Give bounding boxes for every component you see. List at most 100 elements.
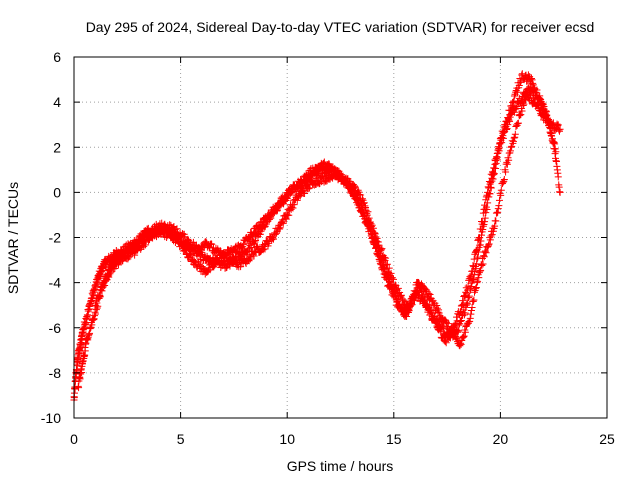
data-point-interp — [472, 285, 480, 293]
data-point-interp — [461, 328, 469, 336]
data-point-interp — [479, 260, 487, 268]
data-point-interp — [269, 210, 277, 218]
data-point-interp — [469, 262, 477, 270]
data-point-interp — [509, 98, 517, 106]
data-point-interp — [426, 306, 434, 314]
data-point-interp — [545, 119, 553, 127]
data-point-interp — [507, 106, 515, 114]
data-point-interp — [467, 271, 475, 279]
data-point-interp — [379, 258, 387, 266]
data-point-interp — [546, 125, 554, 133]
data-point-interp — [487, 232, 495, 240]
data-point-interp — [283, 194, 291, 202]
data-point-interp — [474, 253, 482, 261]
data-point-interp — [141, 230, 149, 238]
data-point-interp — [554, 122, 562, 130]
data-point-interp — [505, 156, 513, 164]
data-point-interp — [183, 240, 191, 248]
data-point-interp — [361, 212, 369, 220]
data-point-interp — [327, 173, 335, 181]
data-point-interp — [497, 186, 505, 194]
data-point-interp — [548, 132, 556, 140]
data-point-interp — [456, 318, 464, 326]
data-point-interp — [542, 112, 550, 120]
data-point-interp — [457, 302, 465, 310]
data-point-interp — [473, 245, 481, 253]
data-point-interp — [273, 207, 281, 215]
data-point-interp — [416, 283, 424, 291]
data-point-interp — [276, 224, 284, 232]
data-point-interp — [341, 175, 349, 183]
data-point-interp — [259, 241, 267, 249]
data-point-interp — [497, 191, 505, 199]
data-point-interp — [398, 303, 406, 311]
data-point-interp — [406, 302, 414, 310]
data-point-interp — [511, 130, 519, 138]
data-point-interp — [409, 295, 417, 303]
data-point-interp — [208, 240, 216, 248]
data-point-interp — [98, 287, 106, 295]
data-point-interp — [485, 240, 493, 248]
data-point-interp — [493, 209, 501, 217]
data-point-interp — [293, 196, 301, 204]
data-point-interp — [491, 156, 499, 164]
data-point-interp — [551, 140, 559, 148]
y-tick-label: 6 — [53, 49, 61, 65]
data-point-interp — [521, 95, 529, 103]
data-point-interp — [418, 288, 426, 296]
y-tick-label: 2 — [53, 139, 61, 155]
data-point-interp — [299, 188, 307, 196]
data-point-interp — [467, 306, 475, 314]
data-point-interp — [358, 205, 366, 213]
data-point-interp — [435, 306, 443, 314]
data-point-interp — [313, 174, 321, 182]
data-point-interp — [433, 304, 441, 312]
data-point-interp — [500, 177, 508, 185]
data-point-interp — [258, 244, 266, 252]
data-point-interp — [276, 201, 284, 209]
data-point-interp — [393, 297, 401, 305]
data-point-interp — [142, 241, 150, 249]
data-point-interp — [520, 94, 528, 102]
y-tick-label: -2 — [49, 230, 62, 246]
data-point-interp — [487, 179, 495, 187]
data-point-interp — [481, 248, 489, 256]
data-point-interp — [517, 111, 525, 119]
data-point-interp — [448, 329, 456, 337]
data-point-interp — [482, 193, 490, 201]
data-point-interp — [289, 204, 297, 212]
data-point-interp — [386, 278, 394, 286]
data-point-interp — [259, 219, 267, 227]
data-point-interp — [529, 79, 537, 87]
data-point-interp — [492, 217, 500, 225]
y-tick-label: 0 — [53, 184, 61, 200]
data-point-interp — [477, 225, 485, 233]
data-point-interp — [402, 308, 410, 316]
data-point-interp — [387, 282, 395, 290]
x-axis-label: GPS time / hours — [287, 458, 394, 474]
data-point-interp — [384, 272, 392, 280]
data-point-interp — [92, 306, 100, 314]
data-point-interp — [425, 289, 433, 297]
data-point-interp — [170, 237, 178, 245]
data-point-interp — [293, 182, 301, 190]
data-point-interp — [495, 143, 503, 151]
data-point-interp — [457, 307, 465, 315]
data-point-interp — [417, 286, 425, 294]
data-point-interp — [543, 111, 551, 119]
data-point-interp — [499, 128, 507, 136]
data-point-interp — [502, 168, 510, 176]
data-point-interp — [405, 307, 413, 315]
data-point-interp — [553, 120, 561, 128]
data-point-interp — [421, 294, 429, 302]
data-point-interp — [256, 230, 264, 238]
data-point-interp — [394, 284, 402, 292]
data-point-interp — [354, 199, 362, 207]
data-point-interp — [125, 250, 133, 258]
data-point-interp — [342, 177, 350, 185]
data-point-interp — [503, 125, 511, 133]
data-point-interp — [380, 264, 388, 272]
data-point-interp — [481, 214, 489, 222]
data-point-interp — [457, 340, 465, 348]
data-point-interp — [464, 286, 472, 294]
